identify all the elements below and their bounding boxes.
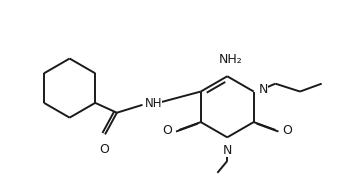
Text: O: O <box>282 124 292 137</box>
Text: O: O <box>99 143 109 156</box>
Text: NH: NH <box>144 97 162 110</box>
Text: O: O <box>162 124 172 137</box>
Text: NH₂: NH₂ <box>218 53 242 66</box>
Text: N: N <box>259 83 268 96</box>
Text: N: N <box>223 144 232 157</box>
